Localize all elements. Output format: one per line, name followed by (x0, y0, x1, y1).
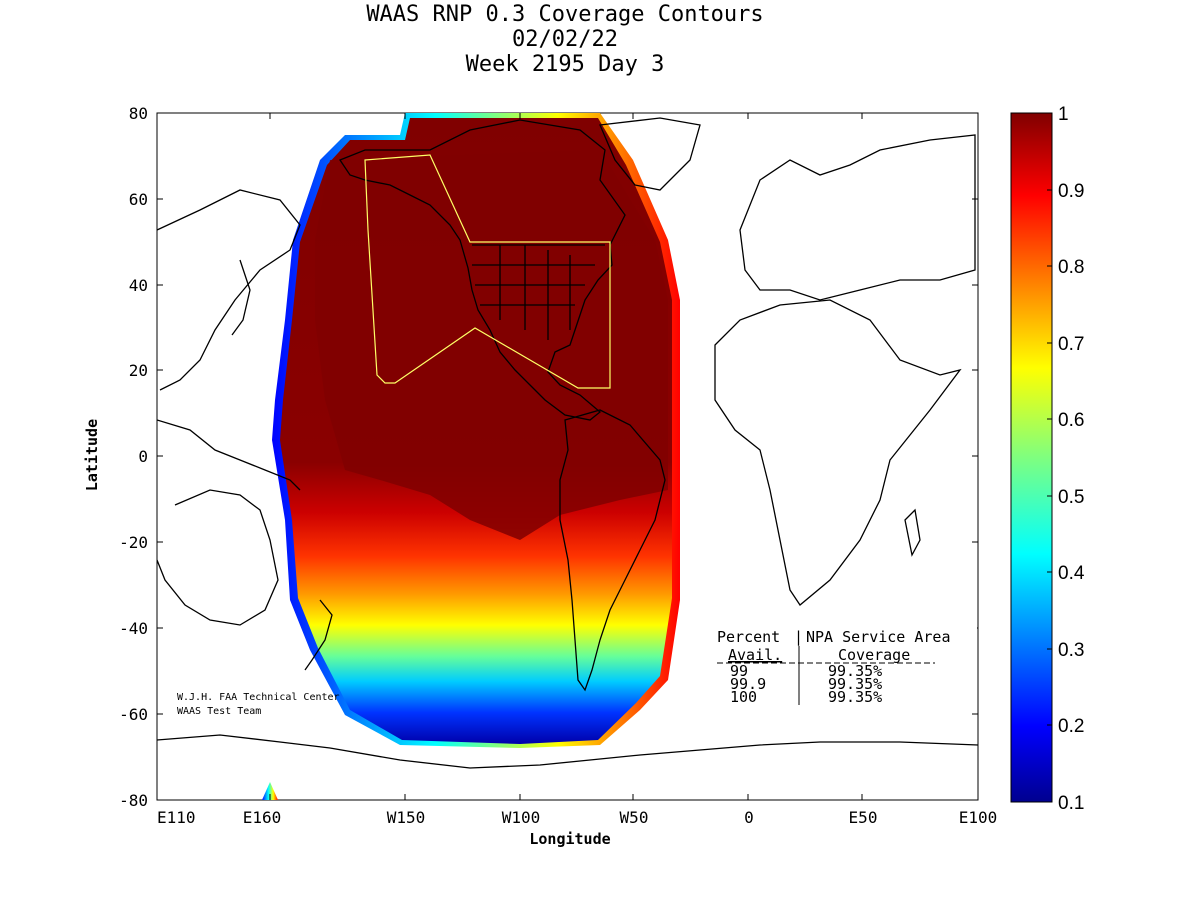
colorbar-tick-label: 0.2 (1058, 716, 1084, 737)
chart-date: 02/02/22 (512, 27, 618, 52)
x-tick-marks (156, 113, 979, 800)
service-area-outline (364, 154, 611, 389)
colorbar-tick-label: 0.9 (1058, 181, 1084, 202)
x-tick-label: E110 (157, 808, 196, 827)
y-tick-label: 20 (129, 361, 148, 380)
colorbar-tick-label: 0.6 (1058, 410, 1084, 431)
x-tick-label: E50 (849, 808, 878, 827)
table-header-divider: | (794, 628, 803, 646)
chart-title: WAAS RNP 0.3 Coverage Contours (366, 2, 764, 27)
colorbar-tick-marks (1047, 112, 1052, 803)
colorbar-tick-label: 0.8 (1058, 257, 1084, 278)
x-tick-label: W100 (502, 808, 541, 827)
x-tick-label: 0 (744, 808, 754, 827)
colorbar-tick-label: 0.4 (1058, 563, 1085, 584)
y-tick-label: 40 (129, 276, 148, 295)
credit-line-1: W.J.H. FAA Technical Center (177, 692, 340, 703)
table-row-avail: 99 (730, 662, 748, 680)
x-axis-label: Longitude (529, 830, 610, 848)
colorbar-tick-label: 0.5 (1058, 487, 1084, 508)
y-tick-label: -60 (119, 705, 148, 724)
table-header-npa: NPA Service Area (806, 628, 951, 646)
chart-week-day: Week 2195 Day 3 (465, 52, 665, 77)
table-row-coverage: 99.35% (828, 662, 882, 680)
x-tick-label: E160 (243, 808, 282, 827)
colorbar-tick-label: 0.7 (1058, 334, 1084, 355)
y-tick-label: -40 (119, 619, 148, 638)
y-tick-label: 60 (129, 190, 148, 209)
colorbar-tick-label: 0.1 (1058, 793, 1084, 814)
credit-line-2: WAAS Test Team (177, 706, 261, 717)
coverage-core (315, 150, 668, 540)
table-row-avail: 100 (730, 688, 757, 706)
coastlines (157, 117, 978, 769)
table-row-coverage: 99.35% (828, 688, 882, 706)
y-tick-label: -80 (119, 791, 148, 810)
colorbar (1010, 112, 1053, 803)
x-tick-label: W150 (387, 808, 426, 827)
y-axis-label: Latitude (83, 419, 101, 491)
y-tick-label: 0 (138, 447, 148, 466)
coverage-table-background (715, 625, 977, 707)
coverage-antarctic-spot (262, 782, 278, 800)
x-tick-label: W50 (620, 808, 649, 827)
colorbar-tick-label: 1 (1058, 104, 1069, 125)
table-header-coverage: Coverage (838, 646, 910, 664)
table-row-coverage: 99.35% (828, 675, 882, 693)
table-row-avail: 99.9 (730, 675, 766, 693)
table-header-percent: Percent (717, 628, 780, 646)
table-header-avail: Avail. (728, 646, 782, 664)
colorbar-tick-label: 0.3 (1058, 640, 1084, 661)
y-tick-label: -20 (119, 533, 148, 552)
y-tick-label: 80 (129, 104, 148, 123)
x-tick-label: E100 (959, 808, 998, 827)
